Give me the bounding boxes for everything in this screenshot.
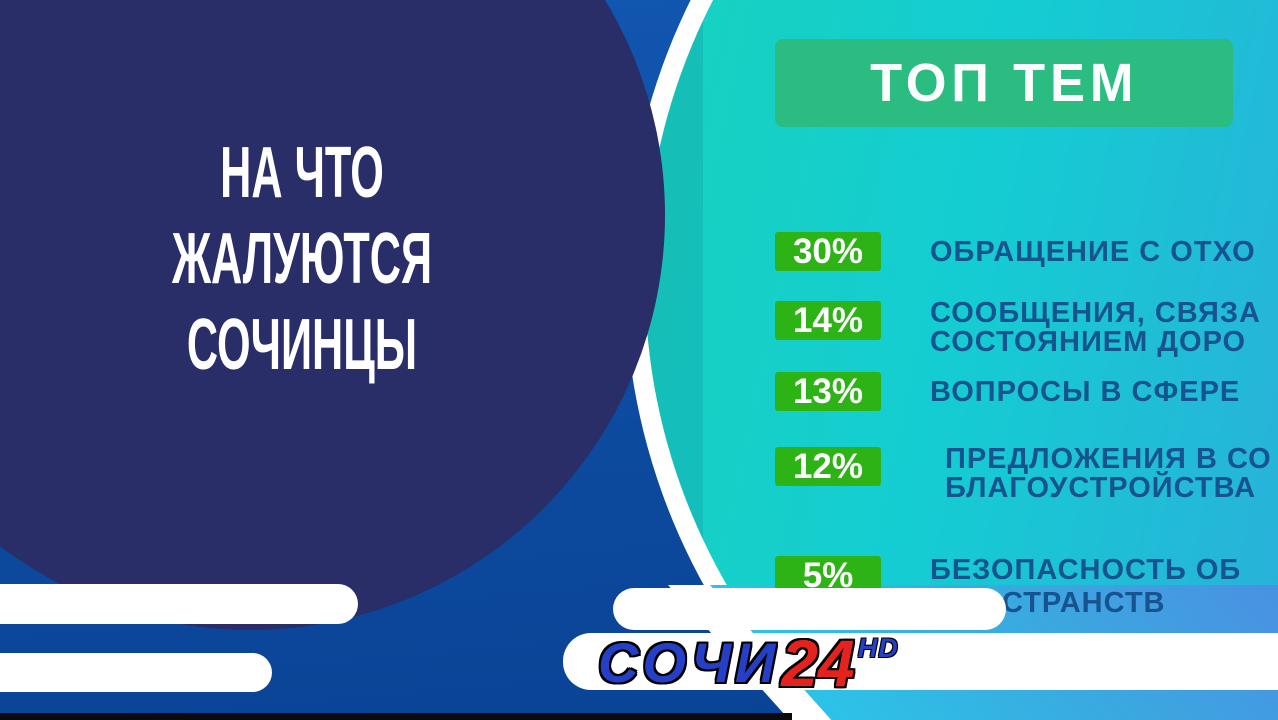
topic-label: БЕЗОПАСНОСТЬ ОБ СТРАНСТВ xyxy=(930,554,1242,619)
logo-hd-badge: HD xyxy=(857,632,899,663)
percent-badge: 13% xyxy=(775,372,881,411)
logo-city-text: СОЧИ xyxy=(598,630,780,694)
topic-label: ПРЕДЛОЖЕНИЯ В СО БЛАГОУСТРОЙСТВА xyxy=(945,443,1272,504)
headline-line-1: НА ЧТО xyxy=(220,133,384,213)
headline: НА ЧТО ЖАЛУЮТСЯ СОЧИНЦЫ xyxy=(122,130,482,388)
headline-line-3: СОЧИНЦЫ xyxy=(186,305,418,385)
logo-number-text: 24 xyxy=(781,626,855,700)
top-themes-header-label: ТОП ТЕМ xyxy=(869,53,1139,113)
headline-line-2: ЖАЛУЮТСЯ xyxy=(171,219,433,299)
top-themes-header: ТОП ТЕМ xyxy=(775,39,1233,127)
percent-badge: 14% xyxy=(775,301,881,340)
white-pill-top-left xyxy=(0,584,358,624)
logo-band xyxy=(563,633,1278,690)
percent-badge: 12% xyxy=(775,447,881,486)
topic-label: ВОПРОСЫ В СФЕРЕ xyxy=(930,376,1241,408)
bottom-black-bar xyxy=(0,713,792,720)
sochi24-logo: СОЧИ 24 HD xyxy=(598,626,899,700)
topic-label: ОБРАЩЕНИЕ С ОТХО xyxy=(930,236,1256,268)
percent-badge: 30% xyxy=(775,232,881,271)
white-pill-bottom-left xyxy=(0,653,272,692)
topic-label: СООБЩЕНИЯ, СВЯЗА СОСТОЯНИЕМ ДОРО xyxy=(930,297,1261,358)
white-pill-center xyxy=(613,588,1006,630)
